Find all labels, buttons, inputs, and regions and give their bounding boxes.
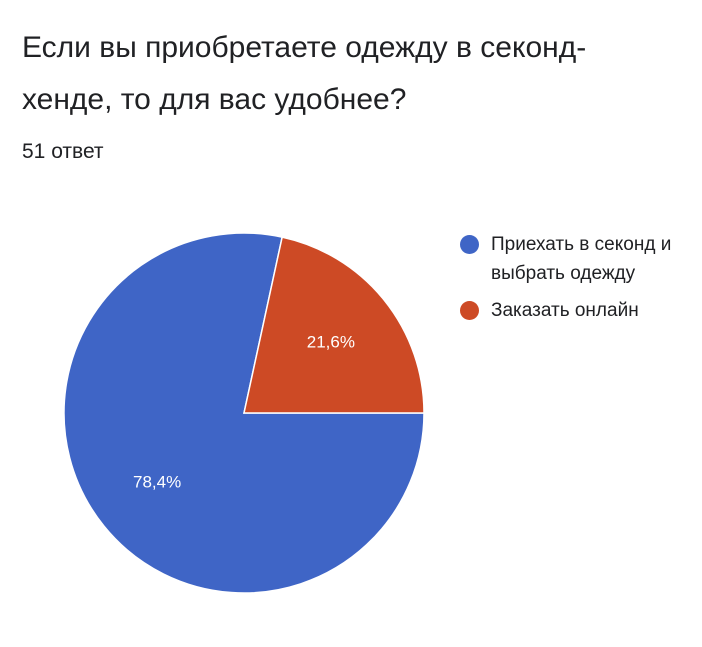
legend-item-1[interactable]: Приехать в секонд и выбрать одежду (460, 230, 690, 288)
legend-swatch-icon (460, 235, 479, 254)
legend-label: Приехать в секонд и выбрать одежду (491, 234, 672, 284)
legend-label: Заказать онлайн (491, 300, 639, 321)
legend: Приехать в секонд и выбрать одежду Заказа… (460, 230, 690, 333)
pie-slice-label-2: 21,6% (307, 332, 355, 351)
pie-slice-label-1: 78,4% (133, 473, 181, 492)
chart-title: Если вы приобретаете одежду в секонд-хен… (22, 31, 587, 116)
legend-swatch-icon (460, 301, 479, 320)
pie-slice-2[interactable] (243, 236, 425, 414)
response-count: 51 ответ (22, 140, 104, 163)
legend-item-2[interactable]: Заказать онлайн (460, 296, 690, 325)
